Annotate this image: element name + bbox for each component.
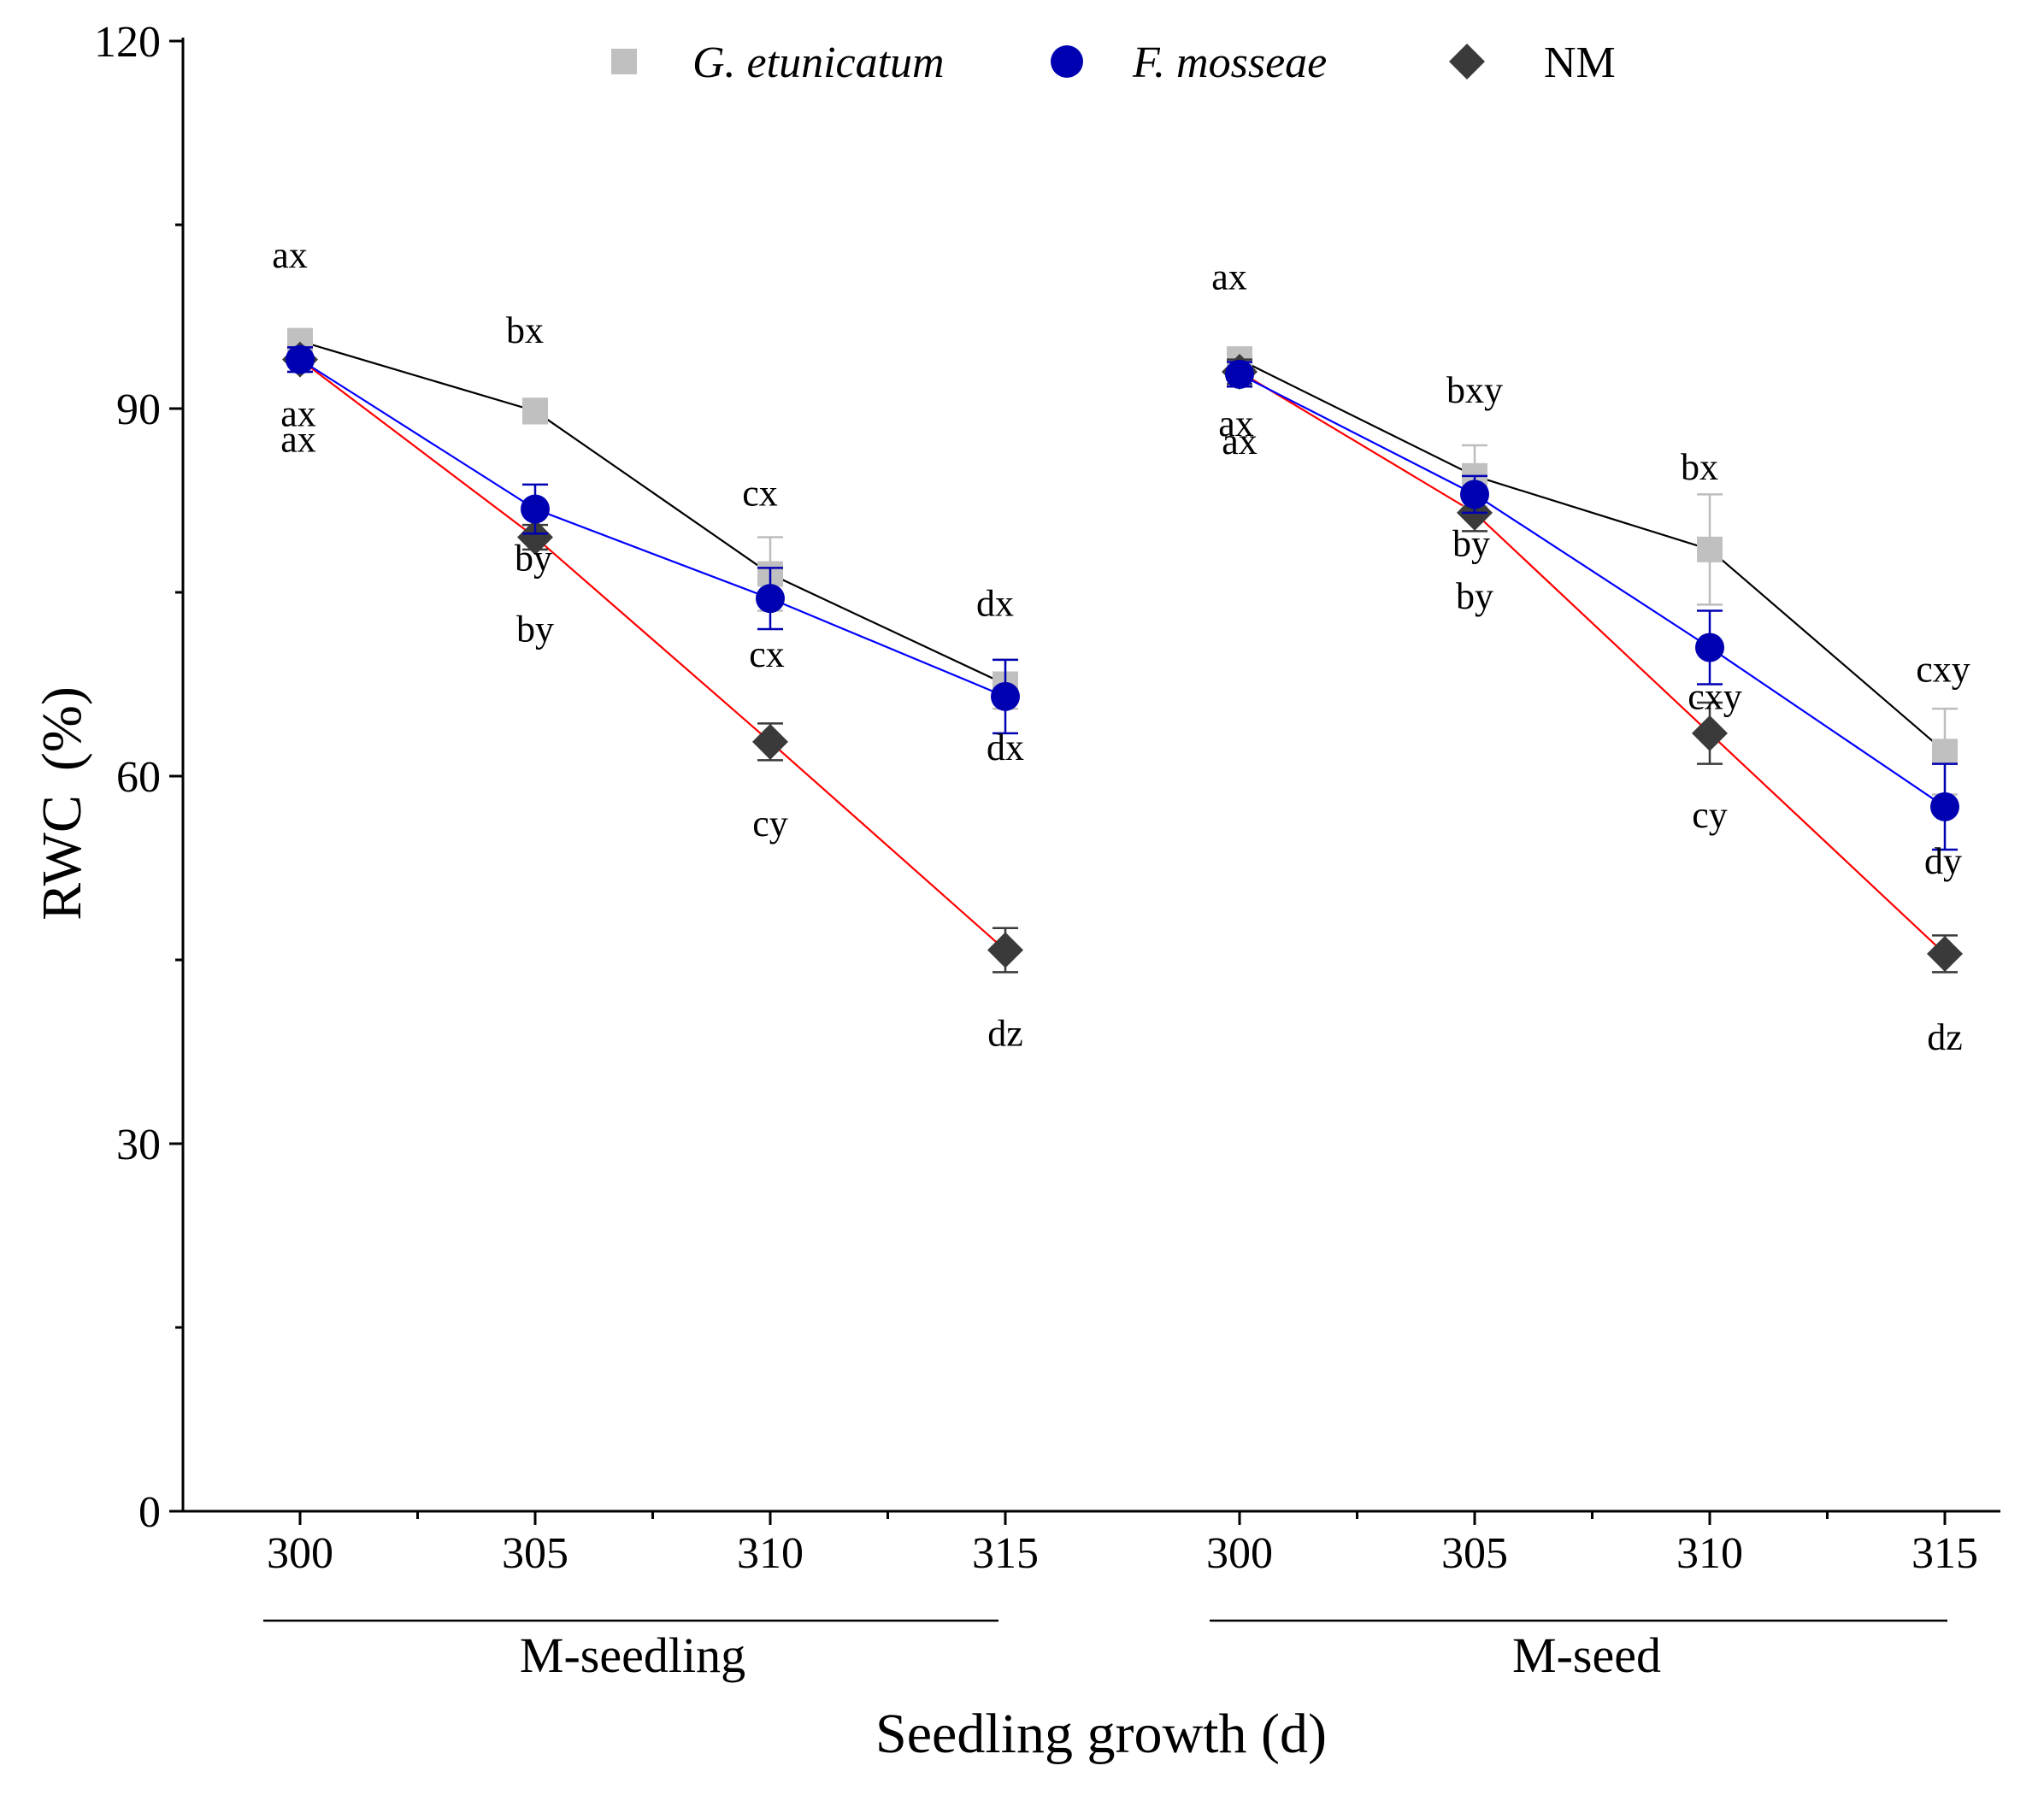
x-tick-label: 310 xyxy=(737,1529,804,1578)
significance-letter: by xyxy=(1452,522,1490,564)
series-line xyxy=(1239,373,1946,808)
data-point xyxy=(991,681,1020,711)
data-point xyxy=(1460,480,1489,509)
y-axis-title-label: RWC xyxy=(31,795,93,921)
data-point xyxy=(987,932,1023,968)
data-point xyxy=(1697,536,1723,562)
significance-letter: by xyxy=(516,609,554,650)
y-tick-label: 90 xyxy=(116,385,161,434)
significance-letter: dy xyxy=(1924,840,1962,882)
data-point xyxy=(522,397,548,424)
significance-letter: ax xyxy=(280,393,316,435)
significance-letter: bxy xyxy=(1446,369,1503,411)
data-point xyxy=(756,584,785,614)
group-label: M-seedling xyxy=(520,1627,745,1683)
data-point xyxy=(517,519,553,556)
significance-letter: ax xyxy=(1218,403,1254,444)
axes: 0 30 60 90 120 300 305 310 315 300 305 310 315 xyxy=(94,18,2000,1578)
data-point xyxy=(286,344,315,374)
x-tick-label: 300 xyxy=(267,1529,333,1578)
legend-marker-f-mosseae xyxy=(1051,45,1083,78)
y-tick-label: 120 xyxy=(94,18,161,67)
y-tick-label: 0 xyxy=(138,1488,161,1537)
group-labels: M-seedling M-seed xyxy=(263,1619,1947,1683)
legend-marker-g-etunicatum xyxy=(611,49,637,74)
x-tick-label: 315 xyxy=(972,1529,1039,1578)
significance-letter: cxy xyxy=(1688,676,1742,718)
series-line xyxy=(299,358,1006,951)
series-line xyxy=(299,340,1006,686)
x-tick-label: 310 xyxy=(1676,1529,1743,1578)
x-axis-title: Seedling growth (d) xyxy=(875,1703,1327,1765)
data-point xyxy=(1930,792,1959,821)
data-point xyxy=(1932,739,1958,765)
significance-letter: cx xyxy=(749,633,785,675)
significance-letter: ax xyxy=(1222,421,1258,462)
legend-marker-nm xyxy=(1449,44,1485,79)
significance-letter: by xyxy=(1456,575,1493,617)
significance-letter: bx xyxy=(1681,446,1718,488)
x-tick-label: 305 xyxy=(502,1529,568,1578)
significance-letter: cy xyxy=(752,803,788,845)
significance-letter: dx xyxy=(987,727,1024,768)
x-tick-label: 300 xyxy=(1206,1529,1273,1578)
significance-letter: cy xyxy=(1692,794,1728,836)
y-axis-title-unit: (%) xyxy=(31,686,93,771)
legend-label: G. etunicatum xyxy=(692,38,945,87)
significance-letter: dz xyxy=(987,1013,1023,1055)
series-layer xyxy=(282,327,1963,974)
x-tick-label: 305 xyxy=(1441,1529,1508,1578)
data-point xyxy=(1692,715,1728,751)
significance-letter: cxy xyxy=(1916,648,1970,690)
significance-letter: by xyxy=(515,538,552,580)
significance-letter: ax xyxy=(280,419,316,461)
series-line xyxy=(1239,358,1946,753)
data-point xyxy=(1695,633,1724,662)
significance-letter: cx xyxy=(742,473,778,515)
y-tick-label: 30 xyxy=(116,1121,161,1169)
legend-label: F. mosseae xyxy=(1132,38,1327,87)
significance-letters: ax bx cx dx ax by cx dx ax by cy dz ax bxy bx cxy ax by cx… xyxy=(272,234,1970,1058)
significance-letter: dz xyxy=(1927,1016,1963,1058)
data-point xyxy=(1225,359,1254,389)
y-tick-label: 60 xyxy=(116,753,161,802)
x-tick-label: 315 xyxy=(1911,1529,1978,1578)
legend-label: NM xyxy=(1544,38,1616,87)
significance-letter: ax xyxy=(272,234,308,276)
data-point xyxy=(521,494,550,524)
data-point xyxy=(1927,935,1963,972)
y-axis-title: RWC (%) xyxy=(31,686,93,921)
series-line xyxy=(299,358,1006,697)
significance-letter: ax xyxy=(1211,256,1247,298)
series-line xyxy=(1239,371,1946,955)
significance-letter: dx xyxy=(976,583,1014,625)
data-point xyxy=(752,723,788,760)
legend: G. etunicatum F. mosseae NM xyxy=(611,38,1616,87)
group-label: M-seed xyxy=(1512,1627,1661,1683)
significance-letter: bx xyxy=(506,309,544,351)
